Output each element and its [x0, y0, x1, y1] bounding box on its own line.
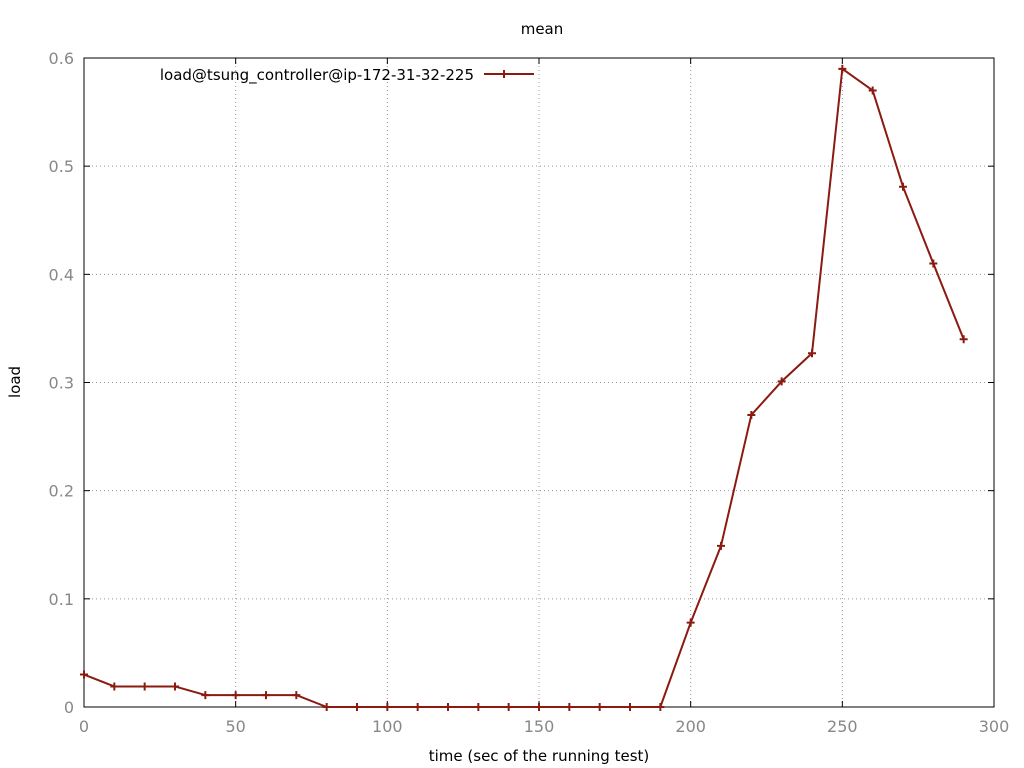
data-point-marker	[292, 691, 301, 700]
x-tick-label: 50	[225, 717, 245, 736]
x-tick-label: 250	[827, 717, 858, 736]
data-point-marker	[626, 703, 634, 711]
data-point-marker	[656, 703, 665, 711]
y-tick-label: 0.3	[49, 374, 74, 393]
data-point-marker	[474, 703, 483, 711]
y-tick-label: 0.2	[49, 482, 74, 501]
y-tick-label: 0.5	[49, 157, 74, 176]
x-axis-label: time (sec of the running test)	[429, 747, 650, 765]
tick-labels: 0 50 100 150 200 250 300 0 0.1 0.2 0.3 0.4 0.5 0.6	[49, 49, 1010, 736]
data-point-marker	[353, 703, 361, 711]
data-point-marker	[322, 703, 331, 711]
data-point-marker	[262, 691, 270, 700]
y-tick-label: 0.4	[49, 265, 74, 284]
data-point-marker	[383, 703, 392, 711]
data-point-marker	[565, 703, 574, 711]
x-tick-label: 0	[79, 717, 89, 736]
legend: load@tsung_controller@ip-172-31-32-225	[160, 66, 534, 85]
data-point-marker	[686, 618, 695, 627]
y-tick-label: 0.6	[49, 49, 74, 68]
data-point-marker	[80, 670, 88, 679]
legend-marker	[500, 70, 508, 78]
data-point-marker	[504, 703, 513, 711]
data-point-marker	[929, 259, 938, 268]
y-tick-label: 0.1	[49, 590, 74, 609]
x-tick-label: 200	[675, 717, 706, 736]
data-point-marker	[899, 182, 907, 191]
data-point-marker	[808, 349, 816, 358]
data-point-marker	[747, 410, 756, 419]
x-tick-label: 150	[524, 717, 555, 736]
legend-label: load@tsung_controller@ip-172-31-32-225	[160, 66, 474, 85]
series-line	[83, 67, 965, 708]
data-point-marker	[231, 691, 240, 700]
data-point-marker	[140, 682, 149, 691]
data-point-marker	[201, 691, 210, 700]
data-point-marker	[535, 703, 543, 711]
grid	[84, 58, 994, 707]
data-point-marker	[777, 377, 786, 386]
data-point-marker	[110, 682, 119, 691]
y-axis-label: load	[6, 366, 24, 398]
data-point-marker	[959, 335, 968, 344]
x-tick-label: 300	[979, 717, 1010, 736]
data-point-marker	[595, 703, 604, 711]
data-point-marker	[413, 703, 422, 711]
series	[80, 64, 968, 711]
y-tick-label: 0	[64, 698, 74, 717]
chart-title: mean	[521, 20, 564, 38]
data-point-marker	[838, 64, 847, 73]
data-point-marker	[868, 86, 877, 95]
data-point-marker	[717, 541, 725, 550]
x-tick-label: 100	[372, 717, 403, 736]
data-point-marker	[171, 682, 179, 691]
data-point-marker	[444, 703, 452, 711]
